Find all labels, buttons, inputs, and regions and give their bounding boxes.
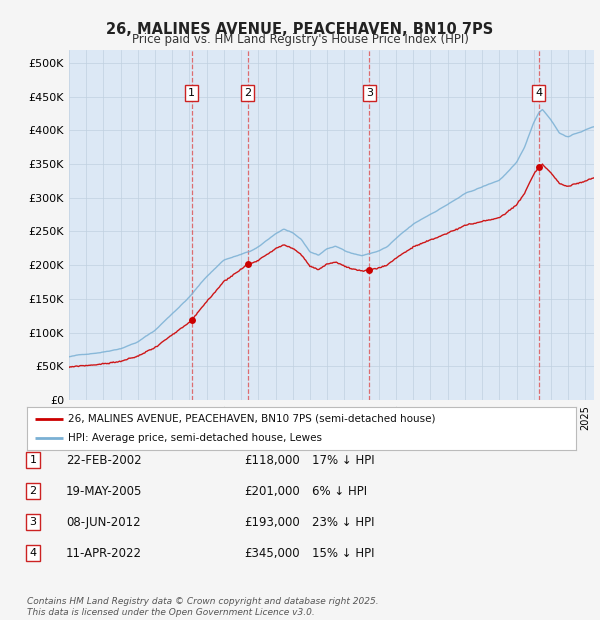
Text: 4: 4 (29, 548, 37, 558)
Text: HPI: Average price, semi-detached house, Lewes: HPI: Average price, semi-detached house,… (68, 433, 322, 443)
Text: 4: 4 (535, 89, 542, 99)
Text: 17% ↓ HPI: 17% ↓ HPI (312, 454, 374, 466)
Text: Price paid vs. HM Land Registry's House Price Index (HPI): Price paid vs. HM Land Registry's House … (131, 33, 469, 46)
Text: 08-JUN-2012: 08-JUN-2012 (66, 516, 140, 528)
Text: 22-FEB-2002: 22-FEB-2002 (66, 454, 142, 466)
Text: £118,000: £118,000 (244, 454, 300, 466)
Text: 19-MAY-2005: 19-MAY-2005 (66, 485, 142, 497)
Text: 23% ↓ HPI: 23% ↓ HPI (312, 516, 374, 528)
Text: 11-APR-2022: 11-APR-2022 (66, 547, 142, 559)
Text: 2: 2 (244, 89, 251, 99)
Text: 26, MALINES AVENUE, PEACEHAVEN, BN10 7PS (semi-detached house): 26, MALINES AVENUE, PEACEHAVEN, BN10 7PS… (68, 414, 436, 423)
Text: 26, MALINES AVENUE, PEACEHAVEN, BN10 7PS: 26, MALINES AVENUE, PEACEHAVEN, BN10 7PS (106, 22, 494, 37)
Text: 2: 2 (29, 486, 37, 496)
Text: £345,000: £345,000 (244, 547, 300, 559)
Text: 3: 3 (29, 517, 37, 527)
Text: 15% ↓ HPI: 15% ↓ HPI (312, 547, 374, 559)
Text: 1: 1 (29, 455, 37, 465)
Text: 1: 1 (188, 89, 195, 99)
Text: 6% ↓ HPI: 6% ↓ HPI (312, 485, 367, 497)
Text: Contains HM Land Registry data © Crown copyright and database right 2025.
This d: Contains HM Land Registry data © Crown c… (27, 598, 379, 617)
Text: £201,000: £201,000 (244, 485, 300, 497)
Text: £193,000: £193,000 (244, 516, 300, 528)
Text: 3: 3 (365, 89, 373, 99)
